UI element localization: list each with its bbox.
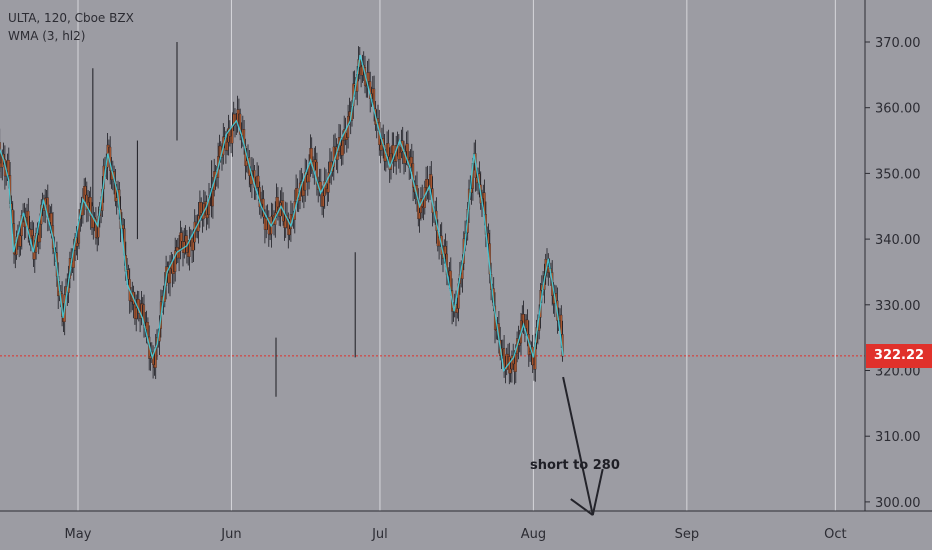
candle-body xyxy=(410,156,413,164)
candle-body xyxy=(245,160,248,167)
x-tick-jul: Jul xyxy=(371,527,388,542)
y-tick-label: 360.00 xyxy=(875,102,921,117)
candle-body xyxy=(206,214,209,219)
y-tick-label: 310.00 xyxy=(875,430,921,445)
candle-body xyxy=(560,314,563,335)
candle-body xyxy=(506,353,510,357)
candle-body xyxy=(7,160,10,176)
candle-body xyxy=(514,353,517,372)
y-tick-label: 300.00 xyxy=(875,496,921,511)
candle-body xyxy=(287,218,290,236)
candle-body xyxy=(122,224,125,229)
candle-body xyxy=(135,307,138,319)
candle-body xyxy=(19,235,22,247)
projection-arrowhead xyxy=(570,498,594,516)
candle-body xyxy=(76,242,79,247)
indicator-info[interactable]: WMA (3, hl2) xyxy=(8,29,86,43)
candle-body xyxy=(430,174,433,189)
candle-body xyxy=(127,269,130,280)
wma-line xyxy=(0,54,564,373)
candle-body xyxy=(406,143,409,161)
candle-body xyxy=(315,161,318,185)
candle-body xyxy=(456,308,459,313)
candle-body xyxy=(505,353,508,370)
candle-body xyxy=(137,299,140,314)
y-tick-label: 370.00 xyxy=(875,36,921,51)
grid-layer xyxy=(77,0,836,511)
candle-body xyxy=(291,214,294,216)
candle-body xyxy=(276,197,279,208)
candle-body xyxy=(365,85,368,87)
symbol-info[interactable]: ULTA, 120, Cboe BZX xyxy=(8,11,134,25)
candle-body xyxy=(31,229,34,236)
candle-body xyxy=(180,232,183,242)
candle-body xyxy=(345,137,348,140)
candle-body xyxy=(509,368,512,374)
candle-body xyxy=(288,228,291,236)
candle-body xyxy=(304,171,307,191)
candle-body xyxy=(172,271,175,274)
candle-body xyxy=(367,72,370,82)
candles-layer xyxy=(0,42,564,397)
candle-body xyxy=(418,212,421,220)
x-tick-aug: Aug xyxy=(521,527,546,542)
candle-body xyxy=(322,195,325,207)
candle-body xyxy=(526,319,529,335)
candle-body xyxy=(314,159,317,163)
candle-body xyxy=(262,198,265,218)
candle-body xyxy=(529,351,532,355)
candle-body xyxy=(38,224,42,243)
candle-body xyxy=(50,213,53,226)
candle-body xyxy=(518,342,521,346)
x-tick-oct: Oct xyxy=(824,527,846,542)
candle-body xyxy=(200,202,203,214)
candle-body xyxy=(27,210,30,230)
y-tick-label: 350.00 xyxy=(875,167,921,182)
candle-body xyxy=(168,268,172,284)
wma-line-layer xyxy=(0,54,564,373)
projection-path xyxy=(562,376,604,516)
candle-body xyxy=(33,252,36,260)
candle-body xyxy=(341,139,344,156)
candle-body xyxy=(115,197,118,202)
candle-body xyxy=(444,246,447,255)
candle-body xyxy=(387,143,390,157)
candle-body xyxy=(487,233,490,244)
candle-body xyxy=(107,144,110,148)
candle-body xyxy=(141,303,144,305)
last-price-tag: 322.22 xyxy=(866,343,932,368)
x-tick-jun: Jun xyxy=(220,527,241,542)
candle-body xyxy=(211,190,214,207)
candle-body xyxy=(194,221,198,225)
candle-body xyxy=(332,146,335,168)
candle-body xyxy=(237,109,240,115)
y-tick-label: 320.00 xyxy=(875,365,921,380)
y-tick-label: 340.00 xyxy=(875,233,921,248)
chart-annotation-text[interactable]: short to 280 xyxy=(530,458,620,473)
candle-body xyxy=(84,186,87,196)
candle-body xyxy=(267,217,270,235)
x-tick-sep: Sep xyxy=(675,527,700,542)
candle-body xyxy=(302,189,305,196)
candle-body xyxy=(192,241,195,251)
candle-body xyxy=(226,141,229,151)
candle-body xyxy=(265,218,268,230)
y-tick-label: 330.00 xyxy=(875,299,921,314)
candle-body xyxy=(231,125,234,144)
candle-body xyxy=(149,355,152,359)
projection-drawing-layer[interactable] xyxy=(562,376,604,516)
candle-body xyxy=(399,152,402,160)
chart-legend: ULTA, 120, Cboe BZX WMA (3, hl2) xyxy=(8,9,134,45)
candle-body xyxy=(257,175,260,188)
candle-body xyxy=(228,127,231,137)
x-tick-may: May xyxy=(65,527,92,542)
